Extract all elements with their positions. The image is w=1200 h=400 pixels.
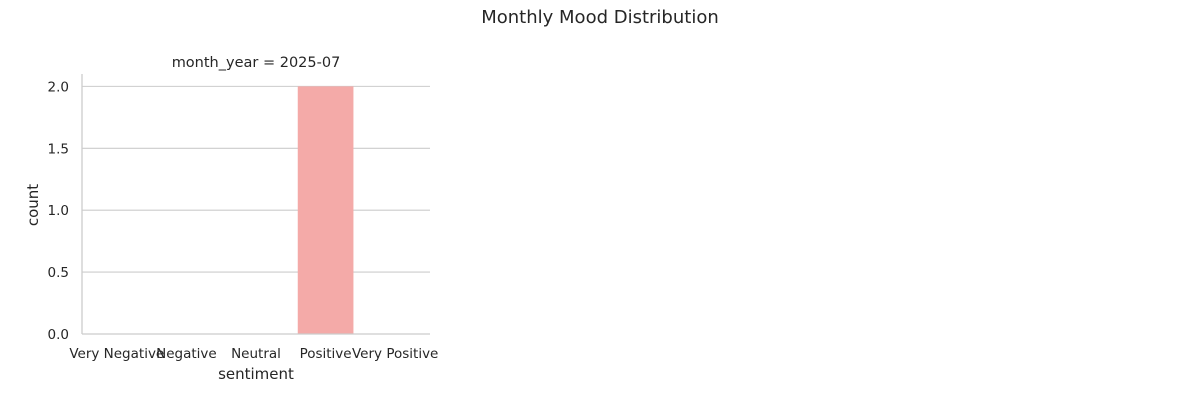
y-ticks: 0.0 0.5 1.0 1.5 2.0 — [48, 79, 69, 343]
chart-title: Monthly Mood Distribution — [481, 7, 719, 28]
y-tick-label: 0.0 — [48, 327, 69, 343]
x-tick-label: Very Positive — [352, 346, 438, 362]
bar — [297, 86, 354, 334]
y-tick-label: 1.5 — [48, 141, 69, 157]
x-tick-label: Neutral — [231, 346, 281, 362]
bars — [297, 86, 354, 334]
x-tick-label: Very Negative — [69, 346, 164, 362]
y-axis-label: count — [24, 184, 42, 226]
x-tick-label: Positive — [300, 346, 352, 362]
x-tick-label: Negative — [156, 346, 217, 362]
y-tick-label: 2.0 — [48, 79, 69, 95]
y-tick-label: 0.5 — [48, 265, 69, 281]
y-tick-label: 1.0 — [48, 203, 69, 219]
grid-lines — [82, 85, 430, 335]
facet-title: month_year = 2025-07 — [172, 55, 341, 71]
x-axis-label: sentiment — [218, 365, 294, 383]
